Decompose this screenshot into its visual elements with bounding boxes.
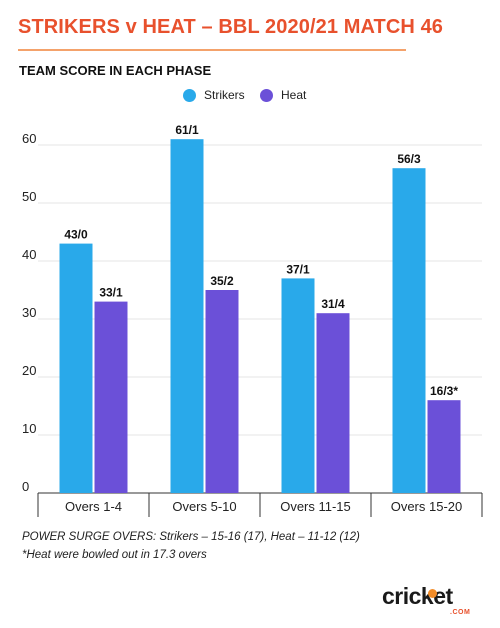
y-tick-label: 10 [22,421,36,436]
logo-wordmark: cricket [382,583,453,609]
chart-title: STRIKERS v HEAT – BBL 2020/21 MATCH 46 [18,16,444,38]
legend-label-heat: Heat [281,88,307,102]
bar-heat [205,290,239,493]
data-label-strikers: 37/1 [286,262,310,276]
y-tick-label: 0 [22,479,29,494]
bar-strikers [170,139,204,493]
data-label-heat: 16/3* [430,384,458,398]
footnote-power-surge: POWER SURGE OVERS: Strikers – 15-16 (17)… [22,531,360,543]
data-label-heat: 33/1 [99,286,123,300]
legend-swatch-heat [260,88,273,102]
legend-swatch-strikers [183,88,196,102]
data-label-strikers: 56/3 [397,152,421,166]
bar-heat [316,313,350,493]
x-tick-label: Overs 5-10 [172,499,236,514]
y-tick-label: 40 [22,247,36,262]
y-tick-label: 50 [22,189,36,204]
data-label-strikers: 61/1 [175,123,199,137]
chart-subtitle: TEAM SCORE IN EACH PHASE [19,63,212,78]
bar-strikers [281,278,315,493]
bar-strikers [392,168,426,493]
data-label-heat: 35/2 [210,274,234,288]
legend-label-strikers: Strikers [204,88,245,102]
x-tick-label: Overs 15-20 [391,499,463,514]
legend-item-strikers: Strikers [183,88,245,102]
chart-legend: Strikers Heat [0,88,500,106]
y-tick-label: 20 [22,363,36,378]
logo-dot-icon [428,589,437,598]
y-tick-label: 30 [22,305,36,320]
legend-item-heat: Heat [260,88,306,102]
bar-strikers [59,243,93,493]
footnote-heat-bowled-out: *Heat were bowled out in 17.3 overs [22,549,207,561]
x-tick-label: Overs 11-15 [280,499,351,514]
logo-domain: .COM [450,609,471,616]
y-tick-label: 60 [22,131,36,146]
title-underline [18,49,406,51]
cricket-com-logo: cricket .COM [382,583,482,617]
data-label-heat: 31/4 [321,297,345,311]
x-tick-label: Overs 1-4 [65,499,122,514]
bar-heat [427,400,461,493]
bar-heat [94,301,128,493]
data-label-strikers: 43/0 [64,228,88,242]
